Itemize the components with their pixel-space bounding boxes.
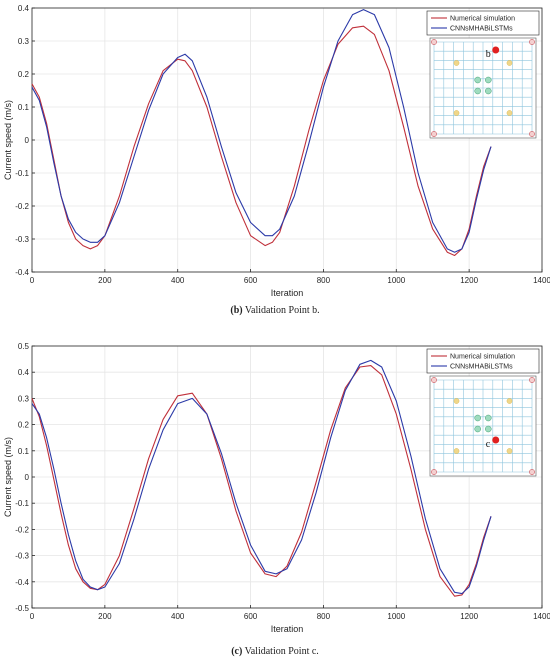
corner-marker (431, 469, 437, 475)
corner-marker (529, 131, 535, 137)
yellow-marker (506, 398, 513, 404)
y-tick-label: 0.2 (18, 421, 30, 430)
x-tick-label: 1000 (387, 612, 405, 621)
x-tick-label: 0 (30, 276, 35, 285)
chart-b: 0 200 400 600 800 1000 1200 1400 -0.4 -0.3 -0.2 -0.… (3, 4, 550, 298)
x-tick-label: 1000 (387, 276, 405, 285)
validation-point-label: c (486, 439, 491, 450)
x-tick-label: 400 (171, 612, 185, 621)
yellow-marker (506, 110, 513, 116)
x-tick-label: 600 (244, 276, 258, 285)
chart-c: 0 200 400 600 800 1000 1200 1400 -0.5 -0.4 -0.3 -0.… (3, 342, 550, 634)
x-tick-label: 1400 (533, 276, 550, 285)
x-tick-label: 200 (98, 276, 112, 285)
corner-marker (431, 131, 437, 137)
caption-b: (b) Validation Point b. (0, 305, 550, 316)
legend-label: CNNsMHABiLSTMs (450, 26, 513, 33)
legend-box (426, 10, 540, 36)
x-axis-label: Iteration (271, 624, 304, 634)
x-tick-label: 400 (171, 276, 185, 285)
y-tick-label: 0.1 (18, 447, 30, 456)
caption-b-text: Validation Point b. (242, 305, 320, 316)
y-tick-label: -0.2 (15, 202, 29, 211)
y-tick-label: 0.2 (18, 70, 30, 79)
green-marker (485, 87, 492, 95)
yellow-marker (453, 448, 460, 454)
caption-c-letter: (c) (231, 646, 243, 657)
chart-panel-b: 0 200 400 600 800 1000 1200 1400 -0.4 -0.3 -0.2 -0.… (0, 0, 550, 325)
y-tick-label: 0.3 (18, 394, 30, 403)
yellow-marker (453, 110, 460, 116)
corner-marker (431, 39, 437, 45)
x-tick-label: 0 (30, 612, 35, 621)
y-tick-label: 0.4 (18, 368, 30, 377)
y-tick-label: -0.5 (15, 604, 29, 613)
green-marker (474, 425, 481, 433)
x-tick-label: 200 (98, 612, 112, 621)
y-axis-label: Current speed (m/s) (3, 437, 13, 517)
y-tick-label: 0 (25, 136, 30, 145)
green-marker (474, 87, 481, 95)
y-tick-label: -0.3 (15, 235, 29, 244)
y-tick-label: 0.1 (18, 103, 30, 112)
chart-panel-c: 0 200 400 600 800 1000 1200 1400 -0.5 -0.4 -0.3 -0.… (0, 336, 550, 661)
green-marker (474, 414, 481, 422)
series-model-line (31, 9, 492, 253)
x-tick-label: 1200 (460, 276, 478, 285)
corner-marker (431, 377, 437, 383)
caption-c-text: Validation Point c. (242, 646, 319, 657)
y-tick-label: -0.2 (15, 525, 29, 534)
yellow-marker (453, 398, 460, 404)
green-marker (485, 414, 492, 422)
legend-label: CNNsMHABiLSTMs (450, 364, 513, 371)
validation-point-marker (492, 46, 500, 54)
inset-map: b (429, 37, 537, 139)
validation-point-label: b (486, 49, 491, 60)
y-tick-label: -0.4 (15, 578, 29, 587)
series-numerical-line (31, 25, 492, 257)
series-numerical-line (31, 365, 492, 597)
y-tick-label: 0.3 (18, 37, 30, 46)
yellow-marker (506, 60, 513, 66)
x-tick-label: 1200 (460, 612, 478, 621)
yellow-marker (506, 448, 513, 454)
x-tick-label: 600 (244, 612, 258, 621)
green-marker (474, 76, 481, 84)
corner-marker (529, 39, 535, 45)
y-tick-label: 0.4 (18, 4, 30, 13)
x-tick-label: 1400 (533, 612, 550, 621)
legend-label: Numerical simulation (450, 16, 515, 23)
green-marker (485, 425, 492, 433)
legend-box (426, 348, 540, 374)
y-tick-label: -0.1 (15, 499, 29, 508)
series-model-line (31, 359, 492, 595)
corner-marker (529, 469, 535, 475)
y-axis-label: Current speed (m/s) (3, 100, 13, 180)
y-tick-label: 0 (25, 473, 30, 482)
y-tick-label: -0.3 (15, 552, 29, 561)
inset-map: c (429, 375, 537, 477)
validation-point-marker (492, 436, 500, 444)
yellow-marker (453, 60, 460, 66)
x-tick-label: 800 (317, 276, 331, 285)
x-axis-label: Iteration (271, 288, 304, 298)
x-tick-label: 800 (317, 612, 331, 621)
y-tick-label: -0.1 (15, 169, 29, 178)
corner-marker (529, 377, 535, 383)
green-marker (485, 76, 492, 84)
y-tick-label: -0.4 (15, 268, 29, 277)
caption-c: (c) Validation Point c. (0, 646, 550, 657)
legend-label: Numerical simulation (450, 354, 515, 361)
y-tick-label: 0.5 (18, 342, 30, 351)
caption-b-letter: (b) (230, 305, 243, 316)
